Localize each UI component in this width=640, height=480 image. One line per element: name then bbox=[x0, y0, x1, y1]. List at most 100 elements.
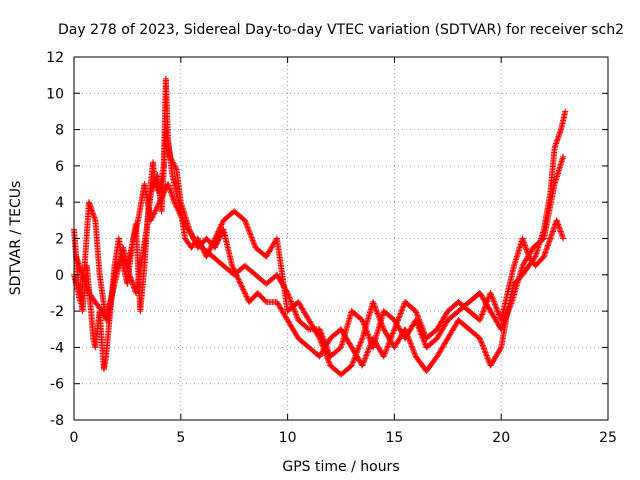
data-point bbox=[147, 217, 154, 224]
data-point bbox=[488, 291, 495, 298]
data-point bbox=[381, 350, 388, 357]
data-point bbox=[485, 356, 492, 363]
data-point bbox=[421, 338, 428, 345]
data-point bbox=[386, 339, 393, 346]
data-point bbox=[412, 317, 419, 324]
data-point bbox=[154, 203, 161, 210]
data-point bbox=[478, 312, 485, 319]
data-point bbox=[158, 195, 165, 202]
data-point bbox=[322, 342, 329, 349]
data-point bbox=[356, 342, 363, 349]
data-point bbox=[214, 229, 221, 236]
data-point bbox=[366, 345, 373, 352]
data-point bbox=[284, 289, 291, 296]
data-point bbox=[417, 328, 424, 335]
data-point bbox=[501, 317, 508, 324]
data-point bbox=[248, 234, 255, 241]
data-point bbox=[213, 231, 220, 238]
data-point bbox=[359, 318, 366, 325]
data-point bbox=[215, 228, 222, 235]
data-point bbox=[240, 287, 247, 294]
data-point bbox=[360, 359, 367, 366]
data-point bbox=[218, 221, 225, 228]
y-tick-label: 2 bbox=[55, 232, 64, 248]
data-point bbox=[214, 238, 221, 245]
data-point bbox=[174, 204, 181, 211]
data-point bbox=[413, 310, 420, 317]
data-point bbox=[219, 220, 226, 227]
data-point bbox=[415, 322, 422, 329]
data-point bbox=[171, 199, 178, 206]
data-point bbox=[152, 207, 159, 214]
data-point bbox=[384, 344, 391, 351]
data-point bbox=[494, 307, 501, 314]
data-point bbox=[384, 343, 391, 350]
data-point bbox=[487, 289, 494, 296]
y-tick-label: 8 bbox=[55, 123, 64, 139]
data-point bbox=[398, 307, 405, 314]
data-point bbox=[304, 325, 311, 332]
data-point bbox=[216, 234, 223, 241]
data-point bbox=[562, 108, 569, 115]
data-point bbox=[417, 330, 424, 337]
x-tick-label: 25 bbox=[599, 430, 617, 446]
x-tick-label: 5 bbox=[176, 430, 185, 446]
data-point bbox=[419, 334, 426, 341]
data-point bbox=[359, 362, 366, 369]
data-point bbox=[286, 295, 293, 302]
data-point bbox=[244, 223, 251, 230]
data-point bbox=[229, 264, 236, 271]
data-point bbox=[170, 160, 177, 167]
data-point bbox=[498, 326, 505, 333]
data-point bbox=[215, 237, 222, 244]
data-point bbox=[159, 193, 166, 200]
data-point bbox=[388, 333, 395, 340]
data-point bbox=[293, 311, 300, 318]
data-point bbox=[287, 297, 294, 304]
y-tick-label: 12 bbox=[46, 50, 64, 66]
data-point bbox=[490, 298, 497, 305]
data-point bbox=[505, 307, 512, 314]
data-point bbox=[499, 323, 506, 330]
data-point bbox=[212, 234, 219, 241]
data-point bbox=[373, 309, 380, 316]
data-point bbox=[397, 311, 404, 318]
data-point bbox=[238, 283, 245, 290]
data-point bbox=[389, 330, 396, 337]
data-point bbox=[326, 359, 333, 366]
data-point bbox=[418, 331, 425, 338]
data-point bbox=[374, 310, 381, 317]
data-point bbox=[234, 275, 241, 282]
data-point bbox=[217, 222, 224, 229]
data-point bbox=[502, 314, 509, 321]
data-point bbox=[410, 347, 417, 354]
data-point bbox=[293, 312, 300, 319]
data-point bbox=[480, 307, 487, 314]
data-point bbox=[217, 233, 224, 240]
data-point bbox=[153, 204, 160, 211]
data-point bbox=[237, 280, 244, 287]
data-point bbox=[491, 299, 498, 306]
data-point bbox=[396, 313, 403, 320]
data-point bbox=[367, 337, 374, 344]
data-point bbox=[238, 282, 245, 289]
data-point bbox=[242, 292, 249, 299]
data-point bbox=[370, 300, 377, 307]
data-point bbox=[506, 304, 513, 311]
data-point bbox=[317, 327, 324, 334]
data-point bbox=[502, 316, 509, 323]
data-point bbox=[215, 227, 222, 234]
data-point bbox=[211, 244, 218, 251]
data-point bbox=[251, 241, 258, 248]
data-point bbox=[494, 308, 501, 315]
data-point bbox=[361, 322, 368, 329]
data-point bbox=[371, 301, 378, 308]
data-point bbox=[479, 311, 486, 318]
data-point bbox=[323, 343, 330, 350]
data-point bbox=[315, 334, 322, 341]
data-point bbox=[498, 324, 505, 331]
data-point bbox=[479, 310, 486, 317]
data-point bbox=[159, 192, 166, 199]
data-point bbox=[178, 214, 185, 221]
